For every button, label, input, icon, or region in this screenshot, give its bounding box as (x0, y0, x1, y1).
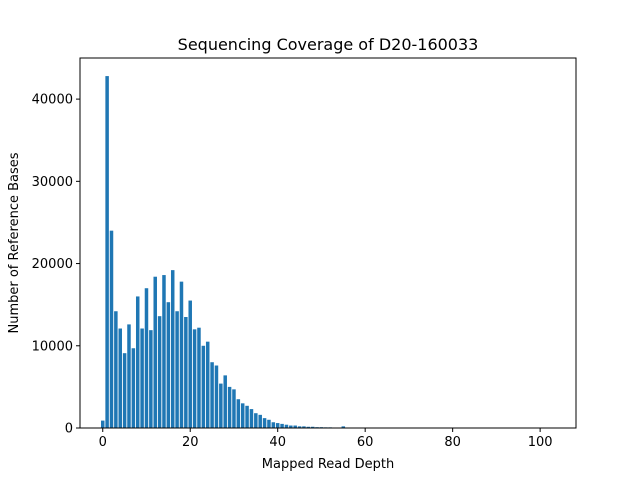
bar (135, 296, 140, 428)
bar (249, 409, 254, 428)
bar (310, 426, 315, 428)
bar (214, 365, 219, 428)
bar (341, 426, 346, 428)
bar (302, 426, 306, 428)
bar (140, 328, 144, 428)
bars-group (100, 76, 556, 428)
chart-title: Sequencing Coverage of D20-160033 (178, 35, 479, 54)
bar (293, 425, 297, 428)
bar (105, 76, 109, 428)
bar (219, 383, 223, 428)
bar (271, 422, 276, 428)
y-axis-ticks: 0 10000 20000 30000 40000 (32, 93, 80, 437)
x-tick-label: 40 (269, 435, 286, 450)
bar (245, 405, 249, 428)
bar (262, 418, 267, 428)
bar (131, 348, 136, 428)
bar (188, 300, 192, 428)
bar (297, 426, 302, 428)
x-axis-label: Mapped Read Depth (262, 457, 394, 472)
bar (153, 276, 157, 428)
bar (201, 345, 206, 428)
x-tick-label: 100 (528, 435, 553, 450)
y-tick-label: 30000 (32, 175, 73, 190)
bar (170, 270, 175, 428)
bar (236, 399, 241, 428)
bar (306, 426, 311, 428)
bar (118, 328, 122, 428)
bar (127, 324, 131, 428)
bar (162, 275, 166, 428)
x-tick-label: 60 (357, 435, 374, 450)
bar (197, 327, 201, 428)
bar (144, 288, 149, 428)
bar (289, 425, 293, 428)
bar (166, 302, 171, 428)
bar (240, 403, 245, 428)
bar (157, 316, 162, 428)
bar (223, 375, 227, 428)
bar (254, 413, 258, 428)
bar (175, 311, 179, 428)
bar (280, 423, 284, 428)
bar (275, 423, 280, 428)
y-axis-label: Number of Reference Bases (7, 152, 22, 333)
bar (267, 419, 271, 428)
bar (149, 330, 153, 428)
x-tick-label: 20 (182, 435, 199, 450)
bar (114, 311, 118, 428)
bar (205, 341, 210, 428)
bar (284, 424, 289, 428)
x-tick-label: 80 (444, 435, 461, 450)
y-tick-label: 0 (65, 422, 73, 437)
bar (227, 386, 232, 428)
bar (122, 353, 127, 428)
bar (210, 362, 214, 428)
bar (232, 389, 236, 428)
bar (179, 281, 184, 428)
bar (184, 317, 188, 428)
y-tick-label: 10000 (32, 339, 73, 354)
y-tick-label: 20000 (32, 257, 73, 272)
x-tick-label: 0 (99, 435, 107, 450)
bar (258, 414, 262, 428)
bar (109, 230, 114, 428)
x-axis-ticks: 0 20 40 60 80 100 (99, 428, 553, 450)
bar (192, 329, 197, 428)
y-tick-label: 40000 (32, 93, 73, 108)
bar (100, 420, 105, 428)
plot-frame (79, 57, 577, 429)
